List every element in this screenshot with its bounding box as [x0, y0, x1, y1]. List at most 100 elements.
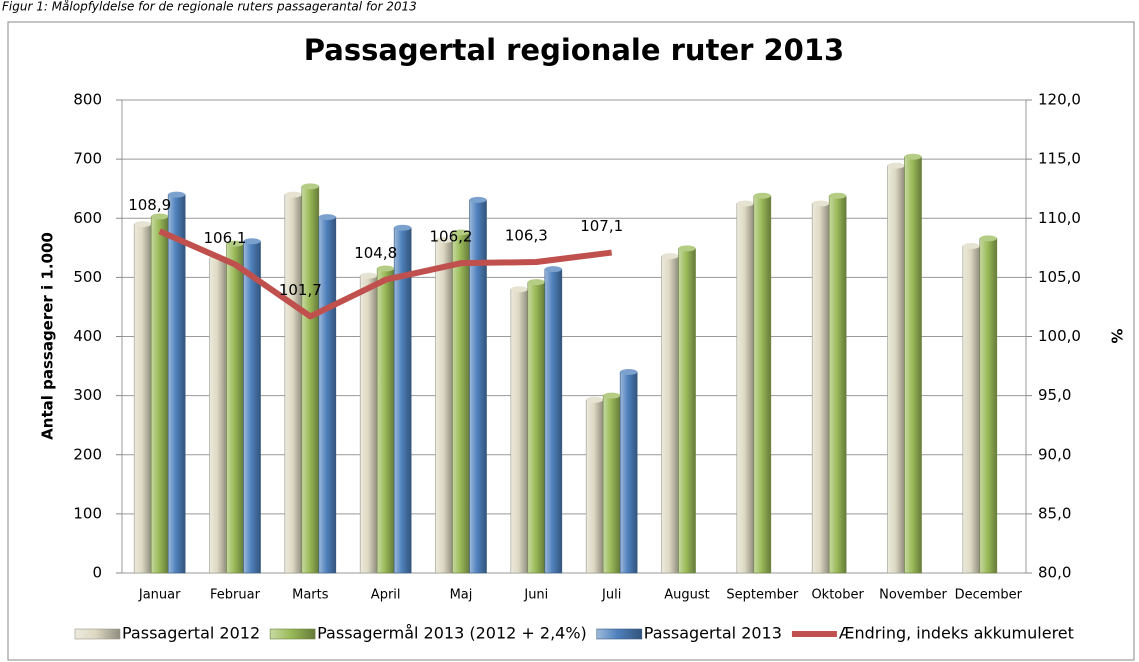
bar-cap	[394, 224, 412, 231]
bar	[544, 268, 563, 574]
bar	[979, 238, 998, 574]
bar-cap	[661, 253, 679, 260]
bar	[133, 223, 152, 574]
bar-cap	[736, 200, 754, 207]
bar-cap	[586, 396, 604, 403]
x-tick-label: Marts	[292, 588, 329, 603]
y2-tick-label: 80,0	[1038, 564, 1071, 582]
bar-cap	[829, 192, 847, 199]
data-label: 106,3	[505, 227, 548, 245]
legend-swatch	[596, 628, 643, 640]
caption: Figur 1: Målopfyldelse for de regionale …	[2, 0, 417, 14]
y-tick-label: 600	[73, 209, 102, 227]
bar	[811, 203, 830, 574]
y-tick-label: 400	[73, 327, 102, 345]
bar	[828, 195, 847, 574]
bar	[736, 203, 755, 574]
data-label: 101,7	[279, 281, 322, 299]
bar-cap	[243, 238, 261, 245]
y2-tick-label: 115,0	[1038, 150, 1081, 168]
y-axis-title: Antal passagerer i 1.000	[39, 232, 57, 440]
bar	[661, 255, 679, 574]
bar	[301, 186, 320, 574]
bar-cap	[979, 235, 997, 242]
bar	[359, 275, 378, 574]
data-label: 106,2	[430, 228, 473, 246]
y2-tick-label: 110,0	[1038, 209, 1081, 227]
data-label: 107,1	[580, 217, 623, 235]
bar-cap	[377, 265, 395, 272]
bar-cap	[168, 191, 186, 198]
y-tick-label: 300	[73, 386, 102, 404]
legend-swatch	[269, 628, 316, 640]
bar	[318, 216, 337, 574]
bar-cap	[678, 245, 696, 252]
bar	[376, 268, 395, 574]
bar-cap	[469, 196, 487, 203]
y-tick-label: 100	[73, 504, 102, 522]
x-tick-label: Juli	[601, 588, 621, 603]
bar-cap	[151, 213, 169, 220]
bar-cap	[527, 279, 545, 286]
bar	[753, 195, 772, 574]
data-label: 104,8	[354, 244, 397, 262]
bar-cap	[301, 183, 319, 190]
legend-label: Passagertal 2013	[644, 624, 782, 643]
bar-cap	[887, 162, 905, 169]
x-tick-label: Februar	[210, 588, 261, 603]
bar-cap	[360, 272, 378, 279]
data-label: 108,9	[128, 196, 171, 214]
y2-tick-label: 105,0	[1038, 268, 1081, 286]
x-tick-label: December	[955, 588, 1023, 603]
bar-cap	[812, 200, 830, 207]
bar-cap	[620, 368, 638, 375]
bar	[887, 165, 905, 574]
y2-axis-title: %	[1108, 328, 1126, 343]
bar	[167, 194, 186, 574]
bar-cap	[753, 192, 771, 199]
line	[158, 228, 613, 320]
data-label: 106,1	[204, 229, 247, 247]
bar-cap	[544, 266, 562, 273]
y2-tick-label: 90,0	[1038, 445, 1071, 463]
bar-cap	[510, 286, 528, 293]
x-tick-label: August	[664, 588, 710, 603]
bar	[209, 257, 227, 574]
bar	[243, 241, 261, 574]
legend-label: Passagermål 2013 (2012 + 2,4%)	[317, 624, 587, 643]
bar-cap	[603, 392, 621, 399]
y-tick-label: 200	[73, 445, 102, 463]
bar	[585, 399, 604, 574]
bar	[904, 156, 922, 574]
y2-tick-label: 95,0	[1038, 386, 1071, 404]
x-tick-label: Maj	[450, 588, 473, 603]
bar-cap	[435, 237, 453, 244]
bar	[150, 216, 169, 574]
bar	[527, 281, 546, 574]
bar-cap	[134, 221, 152, 228]
bar	[435, 239, 453, 574]
bar	[226, 243, 244, 574]
bar	[962, 245, 981, 574]
legend-label: Passagertal 2012	[122, 624, 260, 643]
y-tick-label: 700	[73, 150, 102, 168]
bar	[284, 194, 303, 574]
legend-swatch	[74, 628, 121, 640]
x-tick-label: Juni	[523, 588, 548, 603]
bar	[510, 288, 529, 574]
bar-cap	[904, 153, 922, 160]
bar-cap	[284, 191, 302, 198]
bar-cap	[452, 229, 470, 236]
y2-tick-label: 100,0	[1038, 327, 1081, 345]
bar-cap	[318, 214, 336, 221]
bar-cap	[962, 243, 980, 250]
bar-cap	[226, 240, 244, 247]
x-tick-label: September	[726, 588, 799, 603]
y-tick-label: 800	[73, 91, 102, 109]
bar	[602, 395, 621, 574]
x-tick-label: April	[371, 588, 401, 603]
y2-tick-label: 85,0	[1038, 504, 1071, 522]
y-tick-label: 500	[73, 268, 102, 286]
